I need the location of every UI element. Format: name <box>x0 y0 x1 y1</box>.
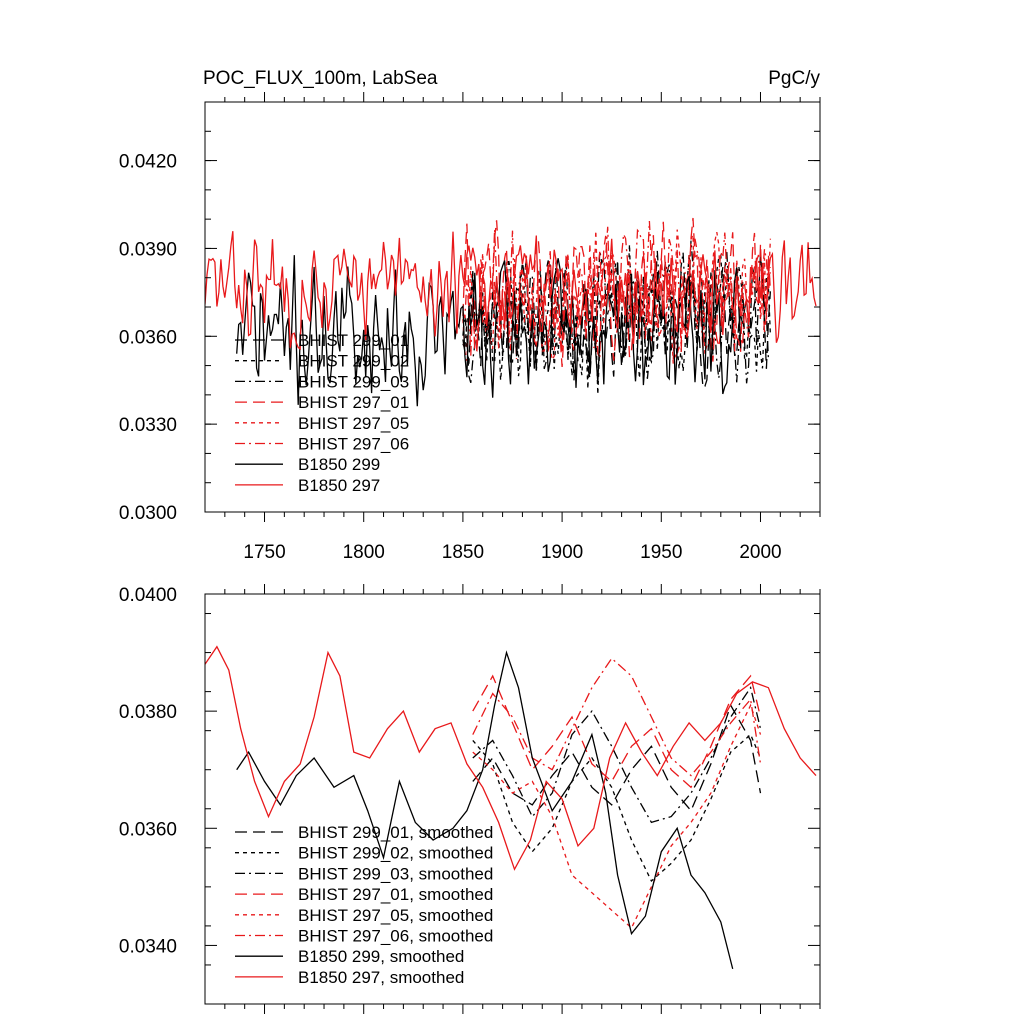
series-line-bottom-3 <box>472 674 762 789</box>
legend-label: BHIST 299_02, smoothed <box>298 844 493 863</box>
bottom-plot-frame <box>204 593 821 1005</box>
y-tick-label: 0.0360 <box>119 327 177 348</box>
top-plot-area <box>205 217 817 407</box>
top-panel: POC_FLUX_100m, LabSea PgC/y 0.0300 0.0330… <box>119 68 821 563</box>
x-tick-label: 2000 <box>739 542 781 563</box>
top-panel-title: POC_FLUX_100m, LabSea <box>203 68 438 89</box>
x-tick-label: 1750 <box>243 542 285 563</box>
series-line-bottom-6 <box>236 650 734 970</box>
series-line-top-4 <box>462 229 772 364</box>
x-tick-label: 1950 <box>640 542 682 563</box>
series-line-bottom-4 <box>472 703 762 929</box>
legend-label: BHIST 297_01 <box>298 393 409 412</box>
top-panel-units: PgC/y <box>768 68 820 89</box>
bottom-plot-area <box>205 645 817 970</box>
series-line-bottom-1 <box>472 733 762 883</box>
series-line-bottom-2 <box>472 686 762 824</box>
legend-label: B1850 299 <box>298 455 380 474</box>
legend-label: BHIST 299_03 <box>298 372 409 391</box>
legend-label: BHIST 299_01, smoothed <box>298 823 493 842</box>
top-axis-ticks: 0.0300 0.0330 0.0360 0.0390 0.0420 1750 1800 18… <box>119 92 821 563</box>
legend-label: BHIST 297_06 <box>298 435 409 454</box>
y-tick-label: 0.0340 <box>119 936 177 957</box>
legend-label: BHIST 299_02 <box>298 352 409 371</box>
legend-label: BHIST 297_05, smoothed <box>298 906 493 925</box>
x-tick-label: 1900 <box>541 542 583 563</box>
y-tick-label: 0.0400 <box>119 585 177 606</box>
legend-label: BHIST 299_03, smoothed <box>298 864 493 883</box>
bottom-axis-ticks: 0.0340 0.0360 0.0380 0.0400 <box>119 584 821 1014</box>
legend-label: B1850 297 <box>298 476 380 495</box>
bottom-legend: BHIST 299_01, smoothed BHIST 299_02, smoo… <box>235 823 493 987</box>
series-line-top-7 <box>205 231 817 351</box>
series-line-bottom-5 <box>472 657 762 777</box>
legend-label: BHIST 299_01 <box>298 331 409 350</box>
y-tick-label: 0.0330 <box>119 415 177 436</box>
series-line-top-2 <box>462 240 771 384</box>
bottom-panel: 0.0340 0.0360 0.0380 0.0400 BHIST 299_01, s… <box>119 584 821 1014</box>
y-tick-label: 0.0380 <box>119 702 177 723</box>
y-tick-label: 0.0300 <box>119 503 177 524</box>
legend-label: B1850 297, smoothed <box>298 968 464 987</box>
x-tick-label: 1800 <box>343 542 385 563</box>
y-tick-label: 0.0360 <box>119 819 177 840</box>
legend-label: BHIST 297_06, smoothed <box>298 927 493 946</box>
legend-label: BHIST 297_01, smoothed <box>298 885 493 904</box>
y-tick-label: 0.0420 <box>119 152 177 173</box>
legend-label: B1850 299, smoothed <box>298 947 464 966</box>
legend-label: BHIST 297_05 <box>298 414 409 433</box>
y-tick-label: 0.0390 <box>119 239 177 260</box>
series-line-bottom-7 <box>205 645 817 871</box>
series-line-bottom-0 <box>472 703 762 812</box>
x-tick-label: 1850 <box>442 542 484 563</box>
